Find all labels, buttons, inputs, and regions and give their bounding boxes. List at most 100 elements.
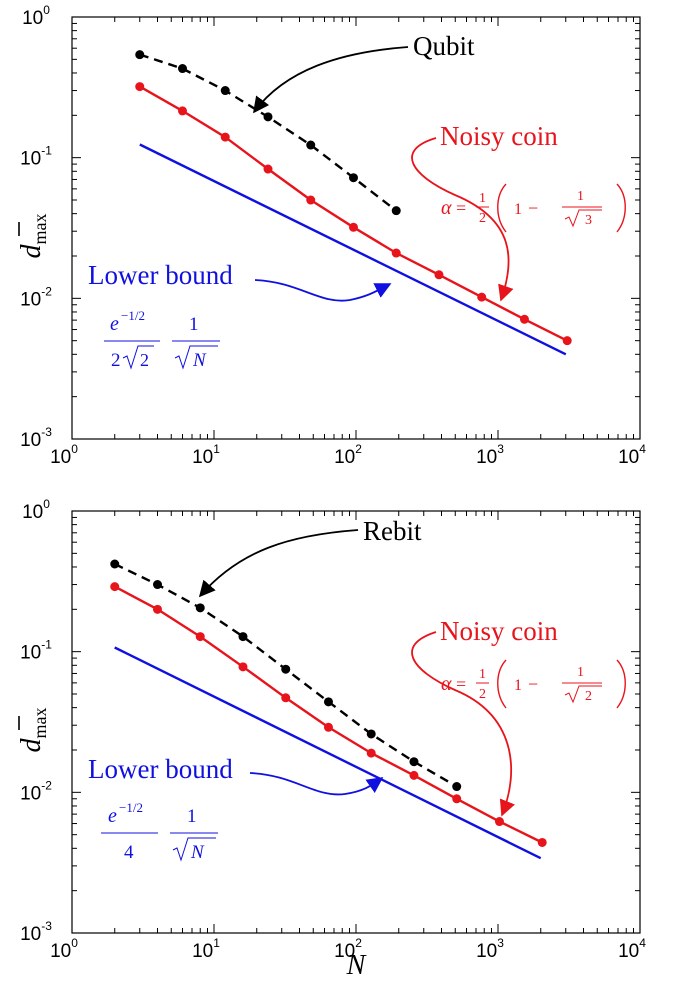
y-tick-label: 100 (22, 3, 50, 29)
data-point (177, 106, 187, 116)
data-point (348, 222, 358, 232)
series-lines (139, 53, 568, 356)
data-point (110, 559, 120, 569)
data-point (135, 82, 145, 92)
svg-text:e: e (108, 805, 117, 827)
x-tick-label: 104 (618, 442, 646, 468)
data-point (220, 132, 230, 142)
y-tick-label: 10-1 (20, 144, 52, 170)
svg-text:1: 1 (577, 189, 584, 204)
series-markers (135, 50, 572, 346)
data-point (195, 632, 205, 642)
svg-text:1: 1 (189, 314, 199, 335)
panel-bottom: 100 101 102 103 104 10-3 10-2 10-1 100 dmax N R… (16, 497, 646, 981)
x-tick-label: 103 (476, 442, 504, 468)
svg-text:N: N (192, 350, 207, 371)
grid-ticks (72, 17, 640, 439)
svg-text:−: − (528, 198, 538, 218)
x-tick-labels: 100 101 102 103 104 (50, 442, 646, 468)
data-point (409, 757, 419, 767)
series-line (139, 143, 567, 356)
svg-text:N: N (190, 842, 205, 863)
data-point (135, 50, 145, 60)
svg-text:1: 1 (577, 665, 584, 680)
data-point (477, 292, 487, 302)
lower-bound-arrow (249, 772, 384, 796)
data-point (494, 817, 504, 827)
data-point (409, 770, 419, 780)
x-tick-label: 103 (476, 936, 504, 962)
data-point (177, 64, 187, 74)
alpha-formula: α = 1 2 1 − 1 2 (441, 659, 626, 709)
svg-text:=: = (456, 198, 466, 218)
data-point (348, 173, 358, 183)
data-point (434, 270, 444, 280)
lower-bound-label: Lower bound (88, 260, 233, 290)
series-lines (114, 562, 543, 860)
rebit-arrow (198, 529, 359, 598)
y-tick-label: 10-2 (20, 284, 52, 310)
y-tick-label: 10-3 (20, 425, 52, 451)
data-point (306, 195, 316, 205)
x-tick-label: 100 (50, 442, 78, 468)
data-point (519, 314, 529, 324)
alpha-formula: α = 1 2 1 − 1 3 (441, 183, 626, 233)
data-point (238, 662, 248, 672)
data-point (366, 748, 376, 758)
y-tick-labels: 10-3 10-2 10-1 100 (20, 3, 52, 451)
data-point (366, 729, 376, 739)
svg-text:−1/2: −1/2 (119, 800, 143, 815)
noisy-coin-arrow (411, 631, 515, 817)
data-point (537, 837, 547, 847)
lower-bound-arrow (254, 279, 392, 302)
svg-text:α: α (441, 673, 452, 695)
svg-text:1: 1 (514, 677, 522, 694)
svg-text:2: 2 (585, 689, 592, 704)
data-point (562, 336, 572, 346)
svg-text:3: 3 (585, 213, 592, 228)
x-tick-label: 102 (334, 936, 362, 962)
x-axis-label: N (346, 950, 367, 981)
svg-text:1: 1 (187, 806, 197, 827)
noisy-coin-arrow (411, 137, 514, 302)
svg-text:2: 2 (479, 211, 486, 226)
data-point (281, 693, 291, 703)
svg-text:α: α (441, 197, 452, 219)
data-point (281, 664, 291, 674)
lower-bound-formula: e −1/2 2 2 1 N (104, 308, 220, 371)
data-point (110, 582, 120, 592)
qubit-arrow (253, 46, 409, 114)
series-markers (110, 559, 547, 847)
data-point (323, 697, 333, 707)
y-tick-label: 10-1 (20, 638, 52, 664)
data-point (391, 248, 401, 258)
svg-text:2: 2 (479, 687, 486, 702)
x-tick-labels: 100 101 102 103 104 (50, 936, 646, 962)
x-tick-label: 101 (192, 442, 220, 468)
svg-text:1: 1 (479, 191, 486, 206)
svg-text:2: 2 (111, 350, 121, 371)
y-tick-label: 10-3 (20, 919, 52, 945)
y-axis-label: dmax (16, 708, 50, 753)
noisy-coin-label: Noisy coin (440, 616, 558, 646)
svg-text:=: = (456, 674, 466, 694)
svg-text:4: 4 (124, 842, 134, 863)
svg-text:e: e (110, 313, 119, 335)
rebit-label: Rebit (363, 516, 422, 546)
panel-top: 100 101 102 103 104 10-3 10-2 10-1 100 dmax Qub… (16, 3, 646, 468)
qubit-label: Qubit (413, 31, 475, 61)
data-point (452, 794, 462, 804)
y-tick-label: 100 (22, 497, 50, 523)
svg-text:1: 1 (479, 667, 486, 682)
y-tick-labels: 10-3 10-2 10-1 100 (20, 497, 52, 945)
grid-ticks (72, 511, 640, 933)
lower-bound-label: Lower bound (88, 754, 233, 784)
series-line (114, 646, 542, 860)
y-axis-label: dmax (16, 214, 50, 259)
svg-text:−1/2: −1/2 (121, 308, 145, 323)
data-point (391, 206, 401, 216)
lower-bound-formula: e −1/2 4 1 N (101, 800, 218, 863)
data-point (238, 632, 248, 642)
data-point (152, 604, 162, 614)
